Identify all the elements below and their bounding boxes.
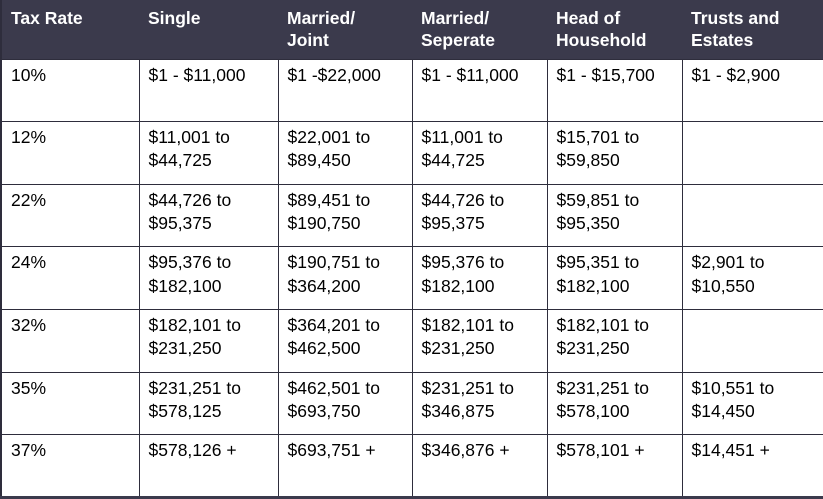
- rate-cell: 35%: [0, 371, 140, 436]
- header-cell-trusts-estates: Trusts and Estates: [682, 0, 823, 59]
- bracket-cell: $578,101 +: [546, 434, 683, 498]
- bracket-cell: $693,751 +: [277, 434, 413, 498]
- bracket-cell: $1 -$22,000: [277, 58, 413, 123]
- bracket-cell: [681, 309, 823, 373]
- header-cell-single: Single: [139, 0, 278, 59]
- bracket-cell: $2,901 to $10,550: [681, 246, 823, 311]
- table-row: 24% $95,376 to $182,100 $190,751 to $364,2…: [0, 246, 823, 311]
- bracket-cell: $89,451 to $190,750: [277, 183, 413, 248]
- bracket-cell: $14,451 +: [681, 434, 823, 498]
- bracket-cell: [681, 183, 823, 248]
- header-row: Tax Rate Single Married/ Joint Married/ …: [1, 0, 823, 59]
- table-row: 22% $44,726 to $95,375 $89,451 to $190,750…: [0, 183, 823, 248]
- bracket-cell: $95,376 to $182,100: [138, 246, 279, 311]
- bracket-cell: $95,351 to $182,100: [546, 246, 683, 311]
- bracket-cell: $1 - $15,700: [546, 58, 683, 123]
- rate-cell: 12%: [0, 121, 140, 185]
- bracket-cell: $11,001 to $44,725: [411, 121, 548, 185]
- rate-cell: 10%: [0, 58, 140, 123]
- header-cell-head-of-household: Head of Household: [547, 0, 682, 59]
- bracket-cell: $1 - $11,000: [411, 58, 548, 123]
- bracket-cell: $578,126 +: [138, 434, 279, 498]
- bracket-cell: $231,251 to $578,100: [546, 371, 683, 436]
- bracket-cell: $1 - $2,900: [681, 58, 823, 123]
- rate-cell: 22%: [0, 183, 140, 248]
- bracket-cell: $346,876 +: [411, 434, 548, 498]
- header-cell-married-separate: Married/ Seperate: [412, 0, 547, 59]
- bracket-cell: $364,201 to $462,500: [277, 309, 413, 373]
- table-row: 37% $578,126 + $693,751 + $346,876 + $578,10…: [0, 434, 823, 498]
- bracket-cell: [681, 121, 823, 185]
- table-row: 12% $11,001 to $44,725 $22,001 to $89,450 $…: [0, 121, 823, 185]
- bracket-cell: $95,376 to $182,100: [411, 246, 548, 311]
- bracket-cell: $182,101 to $231,250: [411, 309, 548, 373]
- rate-cell: 37%: [0, 434, 140, 498]
- bracket-cell: $44,726 to $95,375: [411, 183, 548, 248]
- bracket-cell: $44,726 to $95,375: [138, 183, 279, 248]
- bracket-cell: $59,851 to $95,350: [546, 183, 683, 248]
- bracket-cell: $15,701 to $59,850: [546, 121, 683, 185]
- table-row: 32% $182,101 to $231,250 $364,201 to $462,…: [0, 309, 823, 373]
- bracket-cell: $190,751 to $364,200: [277, 246, 413, 311]
- bracket-cell: $462,501 to $693,750: [277, 371, 413, 436]
- bracket-cell: $11,001 to $44,725: [138, 121, 279, 185]
- bracket-cell: $1 - $11,000: [138, 58, 279, 123]
- bracket-cell: $22,001 to $89,450: [277, 121, 413, 185]
- table-row: 10% $1 - $11,000 $1 -$22,000 $1 - $11,000 $1…: [0, 58, 823, 123]
- bracket-cell: $231,251 to $346,875: [411, 371, 548, 436]
- rate-cell: 32%: [0, 309, 140, 373]
- header-cell-tax-rate: Tax Rate: [1, 0, 139, 59]
- bracket-cell: $182,101 to $231,250: [138, 309, 279, 373]
- header-cell-married-joint: Married/ Joint: [278, 0, 412, 59]
- rate-cell: 24%: [0, 246, 140, 311]
- bracket-cell: $182,101 to $231,250: [546, 309, 683, 373]
- table-row: 35% $231,251 to $578,125 $462,501 to $693,…: [0, 371, 823, 436]
- table-body: 10% $1 - $11,000 $1 -$22,000 $1 - $11,000 $1…: [0, 58, 823, 498]
- bracket-cell: $10,551 to $14,450: [681, 371, 823, 436]
- bracket-cell: $231,251 to $578,125: [138, 371, 279, 436]
